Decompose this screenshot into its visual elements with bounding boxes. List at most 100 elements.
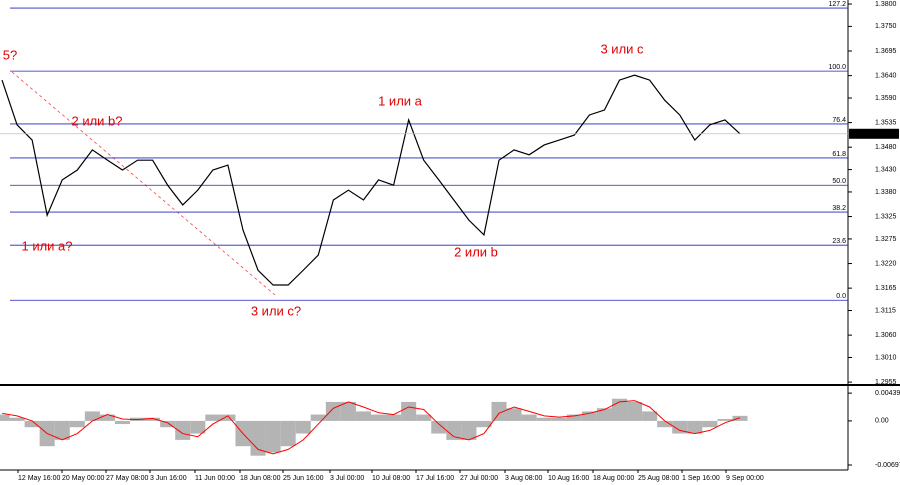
y-tick-label: 1.3275 bbox=[875, 236, 897, 243]
y-tick-label: 1.3535 bbox=[875, 119, 897, 126]
fib-label: 0.0 bbox=[836, 293, 846, 300]
fib-label: 50.0 bbox=[832, 178, 846, 185]
y-tick-label: 1.3380 bbox=[875, 189, 897, 196]
x-tick-label: 27 Jul 00:00 bbox=[460, 475, 498, 482]
macd-bar bbox=[205, 414, 221, 421]
signal-line bbox=[1, 400, 741, 455]
wave-label: 3 или c? bbox=[251, 303, 301, 318]
macd-bar bbox=[521, 414, 537, 421]
macd-bar bbox=[145, 417, 161, 421]
x-tick-label: 9 Sep 00:00 bbox=[726, 475, 764, 482]
fib-label: 100.0 bbox=[828, 64, 846, 71]
x-tick-label: 12 May 16:00 bbox=[18, 475, 61, 482]
x-tick-label: 25 Aug 08:00 bbox=[638, 475, 679, 482]
x-tick-label: 20 May 00:00 bbox=[62, 475, 105, 482]
macd-bar bbox=[642, 411, 658, 421]
wave-label: 5? bbox=[3, 47, 17, 62]
macd-bar bbox=[401, 401, 417, 421]
macd-bar bbox=[536, 417, 552, 421]
y-tick-label: 1.3430 bbox=[875, 166, 897, 173]
x-tick-label: 10 Aug 16:00 bbox=[548, 475, 589, 482]
macd-bar bbox=[627, 401, 643, 421]
y-tick-label: 1.3590 bbox=[875, 95, 897, 102]
y-tick-label: 1.3220 bbox=[875, 260, 897, 267]
x-tick-label: 3 Jun 16:00 bbox=[150, 475, 187, 482]
fib-label: 61.8 bbox=[832, 151, 846, 158]
macd-bar bbox=[295, 420, 311, 434]
y-tick-label: 1.3115 bbox=[875, 307, 896, 314]
wave-label: 2 или b? bbox=[71, 113, 122, 128]
macd-bar bbox=[24, 420, 40, 428]
fib-label: 23.6 bbox=[832, 238, 846, 245]
macd-bar bbox=[175, 420, 191, 440]
y-tick-label: 1.3060 bbox=[875, 332, 897, 339]
fib-label: 76.4 bbox=[832, 117, 846, 124]
y-tick-label: 1.3640 bbox=[875, 72, 897, 79]
x-tick-label: 11 Jun 00:00 bbox=[195, 475, 235, 482]
y-tick-label: -0.00697 bbox=[875, 462, 900, 469]
wave-label: 1 или a? bbox=[21, 238, 72, 253]
wave-label: 2 или b bbox=[454, 244, 498, 259]
macd-bar bbox=[340, 401, 356, 421]
macd-bar bbox=[506, 408, 522, 421]
fib-label: 38.2 bbox=[832, 205, 846, 212]
macd-bar bbox=[0, 414, 10, 421]
macd-bar bbox=[551, 417, 567, 421]
wave-label: 1 или a bbox=[378, 93, 423, 108]
macd-bar bbox=[596, 408, 612, 421]
macd-bar bbox=[702, 420, 718, 428]
macd-bar bbox=[265, 420, 281, 453]
macd-bar bbox=[190, 420, 206, 434]
y-tick-label: 1.3480 bbox=[875, 144, 897, 151]
current-price-box bbox=[849, 128, 899, 139]
macd-bar bbox=[114, 420, 131, 425]
x-tick-label: 25 Jun 16:00 bbox=[283, 475, 324, 482]
y-tick-label: 1.3800 bbox=[875, 1, 897, 8]
macd-bar bbox=[9, 417, 25, 421]
macd-bar bbox=[220, 414, 236, 421]
macd-bar bbox=[461, 420, 477, 440]
macd-bar bbox=[657, 420, 673, 428]
macd-bar bbox=[69, 420, 85, 428]
x-tick-label: 17 Jul 16:00 bbox=[416, 475, 454, 482]
macd-bar bbox=[99, 414, 115, 421]
macd-bar bbox=[310, 414, 326, 421]
x-tick-label: 18 Aug 00:00 bbox=[593, 475, 634, 482]
x-tick-label: 27 May 08:00 bbox=[106, 475, 149, 482]
x-tick-label: 18 Jun 08:00 bbox=[240, 475, 281, 482]
macd-bar bbox=[476, 420, 492, 428]
price-line bbox=[1, 74, 741, 286]
macd-bar bbox=[672, 420, 688, 434]
macd-bar bbox=[431, 420, 447, 434]
fib-label: 127.2 bbox=[828, 1, 846, 8]
macd-bar bbox=[160, 420, 176, 428]
macd-bar bbox=[355, 411, 371, 421]
macd-bar bbox=[581, 411, 597, 421]
macd-bar bbox=[717, 419, 733, 421]
y-tick-label: 0.00439 bbox=[875, 390, 900, 397]
macd-bar bbox=[250, 420, 266, 456]
macd-bar bbox=[687, 420, 703, 434]
y-tick-label: 1.2955 bbox=[875, 379, 897, 386]
macd-bar bbox=[566, 414, 582, 421]
y-tick-label: 0.00 bbox=[875, 418, 889, 425]
y-tick-label: 1.3750 bbox=[875, 23, 897, 30]
macd-bar bbox=[446, 420, 462, 440]
wave-label: 3 или c bbox=[600, 41, 644, 56]
macd-bar bbox=[54, 420, 70, 440]
macd-bar bbox=[491, 401, 507, 421]
macd-bar bbox=[732, 415, 748, 421]
macd-bar bbox=[280, 420, 296, 447]
x-tick-label: 10 Jul 08:00 bbox=[372, 475, 410, 482]
macd-bar bbox=[371, 414, 387, 421]
x-tick-label: 1 Sep 16:00 bbox=[682, 475, 720, 482]
macd-bar bbox=[325, 401, 341, 421]
current-price-label: 1.3510 bbox=[875, 131, 897, 138]
y-tick-label: 1.3325 bbox=[875, 213, 897, 220]
x-tick-label: 3 Jul 00:00 bbox=[330, 475, 364, 482]
x-tick-label: 3 Aug 08:00 bbox=[505, 475, 542, 482]
y-tick-label: 1.3695 bbox=[875, 48, 897, 55]
y-tick-label: 1.3010 bbox=[875, 354, 897, 361]
